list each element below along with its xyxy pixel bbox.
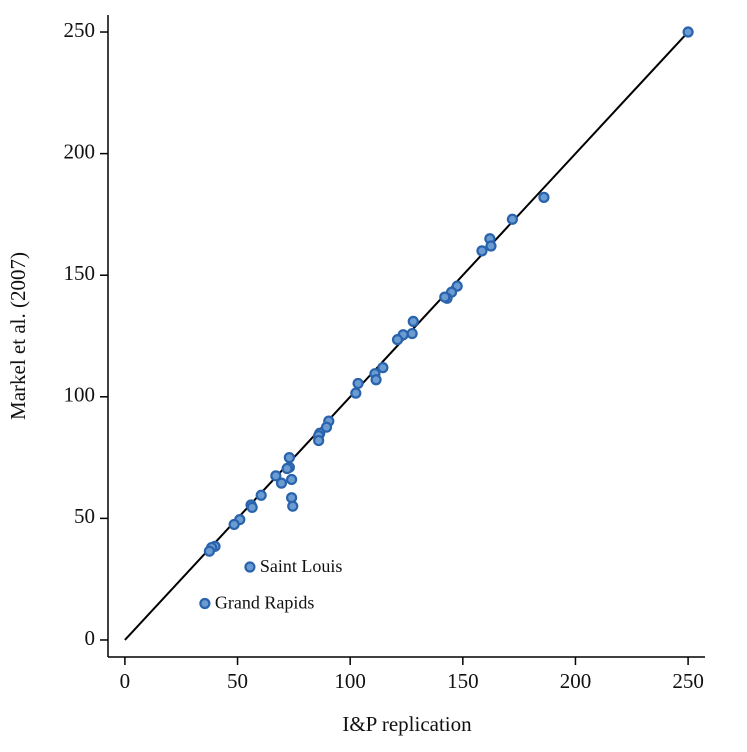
point: [407, 315, 419, 328]
annotation: Grand Rapids: [215, 593, 314, 613]
y-tick-label: 250: [64, 18, 96, 42]
point: [281, 462, 293, 475]
point: [287, 500, 299, 512]
point: [370, 374, 382, 386]
point: [255, 489, 267, 501]
point: [439, 291, 451, 303]
point: [199, 597, 211, 610]
annotation: Saint Louis: [260, 556, 343, 576]
x-tick-label: 50: [227, 669, 248, 693]
point: [406, 327, 418, 340]
y-axis-label: Markel et al. (2007): [6, 252, 30, 420]
point: [352, 377, 364, 390]
x-tick-label: 0: [120, 669, 131, 693]
point: [313, 434, 325, 447]
y-tick-label: 100: [64, 383, 96, 407]
point: [506, 213, 518, 225]
point: [538, 191, 550, 203]
point: [350, 387, 362, 399]
x-tick-label: 250: [672, 669, 704, 693]
point: [246, 501, 258, 514]
point: [275, 477, 288, 489]
point: [682, 26, 694, 38]
x-tick-label: 100: [334, 669, 366, 693]
x-axis-label: I&P replication: [342, 712, 472, 736]
point: [320, 421, 333, 433]
point: [476, 245, 488, 257]
y-tick-label: 150: [64, 261, 96, 285]
point: [228, 518, 240, 531]
x-tick-label: 200: [560, 669, 592, 693]
x-tick-label: 150: [447, 669, 479, 693]
point: [203, 545, 215, 557]
y-tick-label: 50: [74, 504, 95, 528]
point: [283, 451, 295, 464]
point: [391, 334, 404, 346]
point: [485, 240, 497, 252]
point: [244, 561, 256, 573]
y-tick-label: 200: [64, 139, 96, 163]
y-tick-label: 0: [85, 626, 96, 650]
point: [377, 362, 389, 374]
point: [286, 473, 298, 486]
point: [270, 470, 282, 482]
